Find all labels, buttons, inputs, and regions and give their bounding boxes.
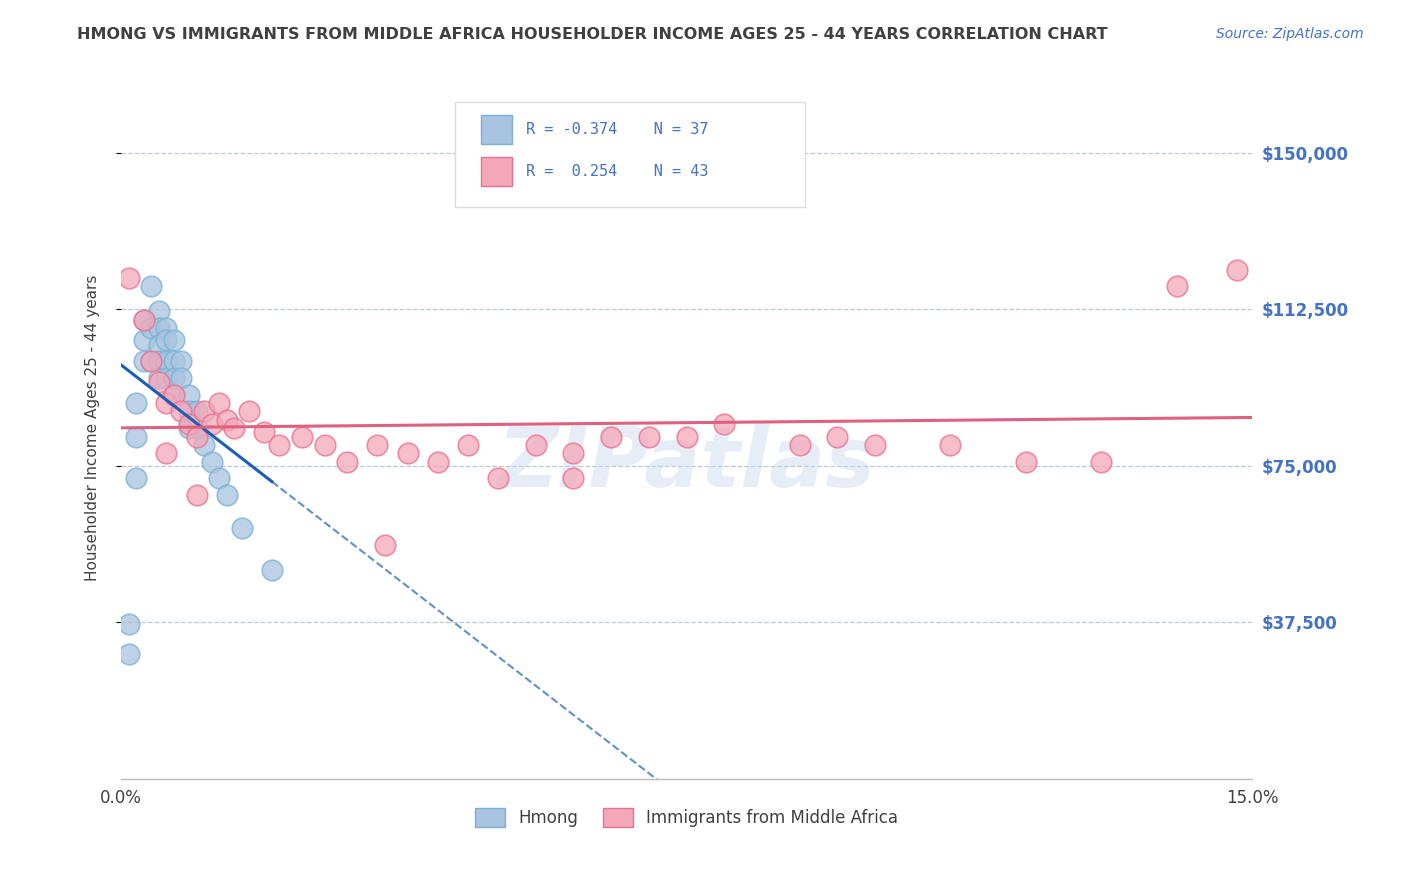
Point: [177, 388, 200, 402]
Point: [939, 438, 962, 452]
Point: [291, 429, 314, 443]
Point: [148, 376, 170, 390]
Point: [562, 446, 585, 460]
Point: [141, 354, 163, 368]
Point: [1015, 454, 1038, 468]
Point: [215, 413, 238, 427]
Text: HMONG VS IMMIGRANTS FROM MIDDLE AFRICA HOUSEHOLDER INCOME AGES 25 - 44 YEARS COR: HMONG VS IMMIGRANTS FROM MIDDLE AFRICA H…: [77, 27, 1108, 42]
Point: [148, 337, 170, 351]
Point: [208, 471, 231, 485]
Point: [155, 334, 177, 348]
Y-axis label: Householder Income Ages 25 - 44 years: Householder Income Ages 25 - 44 years: [86, 275, 100, 582]
Text: Source: ZipAtlas.com: Source: ZipAtlas.com: [1216, 27, 1364, 41]
Point: [125, 471, 148, 485]
Point: [148, 354, 170, 368]
Point: [524, 438, 547, 452]
Point: [314, 438, 336, 452]
Point: [155, 396, 177, 410]
Point: [155, 321, 177, 335]
Point: [193, 438, 215, 452]
Bar: [481, 114, 512, 145]
Point: [148, 371, 170, 385]
Point: [457, 438, 479, 452]
Point: [396, 446, 419, 460]
Point: [141, 321, 163, 335]
Point: [141, 279, 163, 293]
Point: [163, 371, 186, 385]
Point: [132, 312, 155, 326]
Point: [186, 429, 208, 443]
Point: [186, 421, 208, 435]
Point: [163, 388, 186, 402]
Point: [1226, 262, 1249, 277]
Point: [177, 421, 200, 435]
Text: R = -0.374    N = 37: R = -0.374 N = 37: [526, 122, 709, 136]
Point: [118, 647, 141, 661]
Point: [208, 396, 231, 410]
Point: [224, 421, 246, 435]
Point: [155, 354, 177, 368]
Point: [231, 521, 253, 535]
Point: [366, 438, 388, 452]
Point: [177, 417, 200, 431]
Point: [118, 271, 141, 285]
Point: [600, 429, 623, 443]
Point: [269, 438, 291, 452]
Point: [486, 471, 509, 485]
Point: [132, 334, 155, 348]
Point: [118, 617, 141, 632]
Point: [186, 404, 208, 418]
Point: [336, 454, 359, 468]
Bar: [481, 157, 512, 186]
Point: [170, 404, 193, 418]
Point: [200, 417, 222, 431]
Point: [253, 425, 276, 440]
Point: [426, 454, 449, 468]
Point: [125, 396, 148, 410]
Point: [200, 454, 222, 468]
Point: [155, 446, 177, 460]
Text: R =  0.254    N = 43: R = 0.254 N = 43: [526, 164, 709, 179]
Point: [148, 304, 170, 318]
Point: [163, 388, 186, 402]
Point: [141, 354, 163, 368]
Point: [238, 404, 260, 418]
Point: [170, 371, 193, 385]
Point: [163, 334, 186, 348]
Point: [1166, 279, 1188, 293]
Point: [562, 471, 585, 485]
Point: [675, 429, 697, 443]
Point: [155, 371, 177, 385]
Point: [260, 563, 283, 577]
Point: [863, 438, 886, 452]
Point: [215, 488, 238, 502]
Point: [170, 354, 193, 368]
Point: [193, 404, 215, 418]
Point: [374, 538, 396, 552]
Point: [789, 438, 811, 452]
Point: [186, 488, 208, 502]
FancyBboxPatch shape: [454, 102, 806, 207]
Point: [163, 354, 186, 368]
Point: [713, 417, 735, 431]
Point: [132, 312, 155, 326]
Text: ZIPatlas: ZIPatlas: [498, 423, 876, 504]
Point: [1090, 454, 1112, 468]
Point: [148, 321, 170, 335]
Legend: Hmong, Immigrants from Middle Africa: Hmong, Immigrants from Middle Africa: [468, 802, 905, 834]
Point: [827, 429, 849, 443]
Point: [132, 354, 155, 368]
Point: [125, 429, 148, 443]
Point: [637, 429, 659, 443]
Point: [177, 404, 200, 418]
